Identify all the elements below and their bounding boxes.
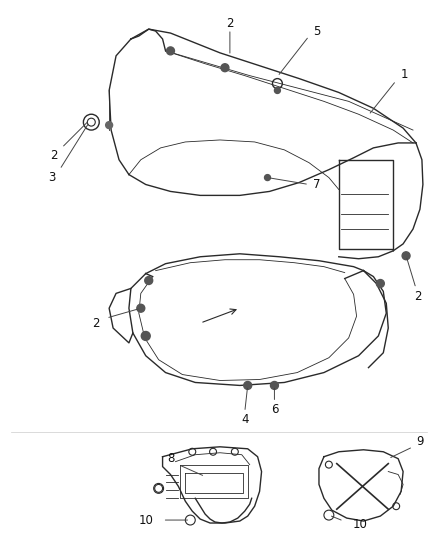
Text: 3: 3 bbox=[48, 171, 56, 184]
Circle shape bbox=[145, 277, 153, 285]
Text: 6: 6 bbox=[271, 403, 278, 416]
Text: 10: 10 bbox=[353, 518, 368, 530]
Circle shape bbox=[244, 382, 252, 390]
Text: 2: 2 bbox=[226, 17, 233, 30]
Text: 8: 8 bbox=[167, 452, 174, 465]
Circle shape bbox=[166, 47, 174, 55]
Circle shape bbox=[265, 175, 271, 181]
Circle shape bbox=[376, 279, 384, 287]
Text: 9: 9 bbox=[416, 435, 424, 448]
Text: 2: 2 bbox=[92, 317, 100, 329]
Circle shape bbox=[141, 332, 150, 341]
Circle shape bbox=[137, 304, 145, 312]
Circle shape bbox=[402, 252, 410, 260]
Text: 10: 10 bbox=[138, 514, 153, 527]
Text: 5: 5 bbox=[313, 25, 321, 38]
Text: 7: 7 bbox=[313, 178, 321, 191]
Circle shape bbox=[221, 64, 229, 71]
Text: 4: 4 bbox=[241, 413, 248, 425]
Circle shape bbox=[271, 382, 279, 390]
Text: 1: 1 bbox=[400, 68, 408, 81]
Circle shape bbox=[106, 122, 113, 128]
Text: 2: 2 bbox=[414, 290, 422, 303]
Circle shape bbox=[275, 87, 280, 93]
Text: 2: 2 bbox=[50, 149, 57, 163]
Circle shape bbox=[155, 484, 162, 492]
